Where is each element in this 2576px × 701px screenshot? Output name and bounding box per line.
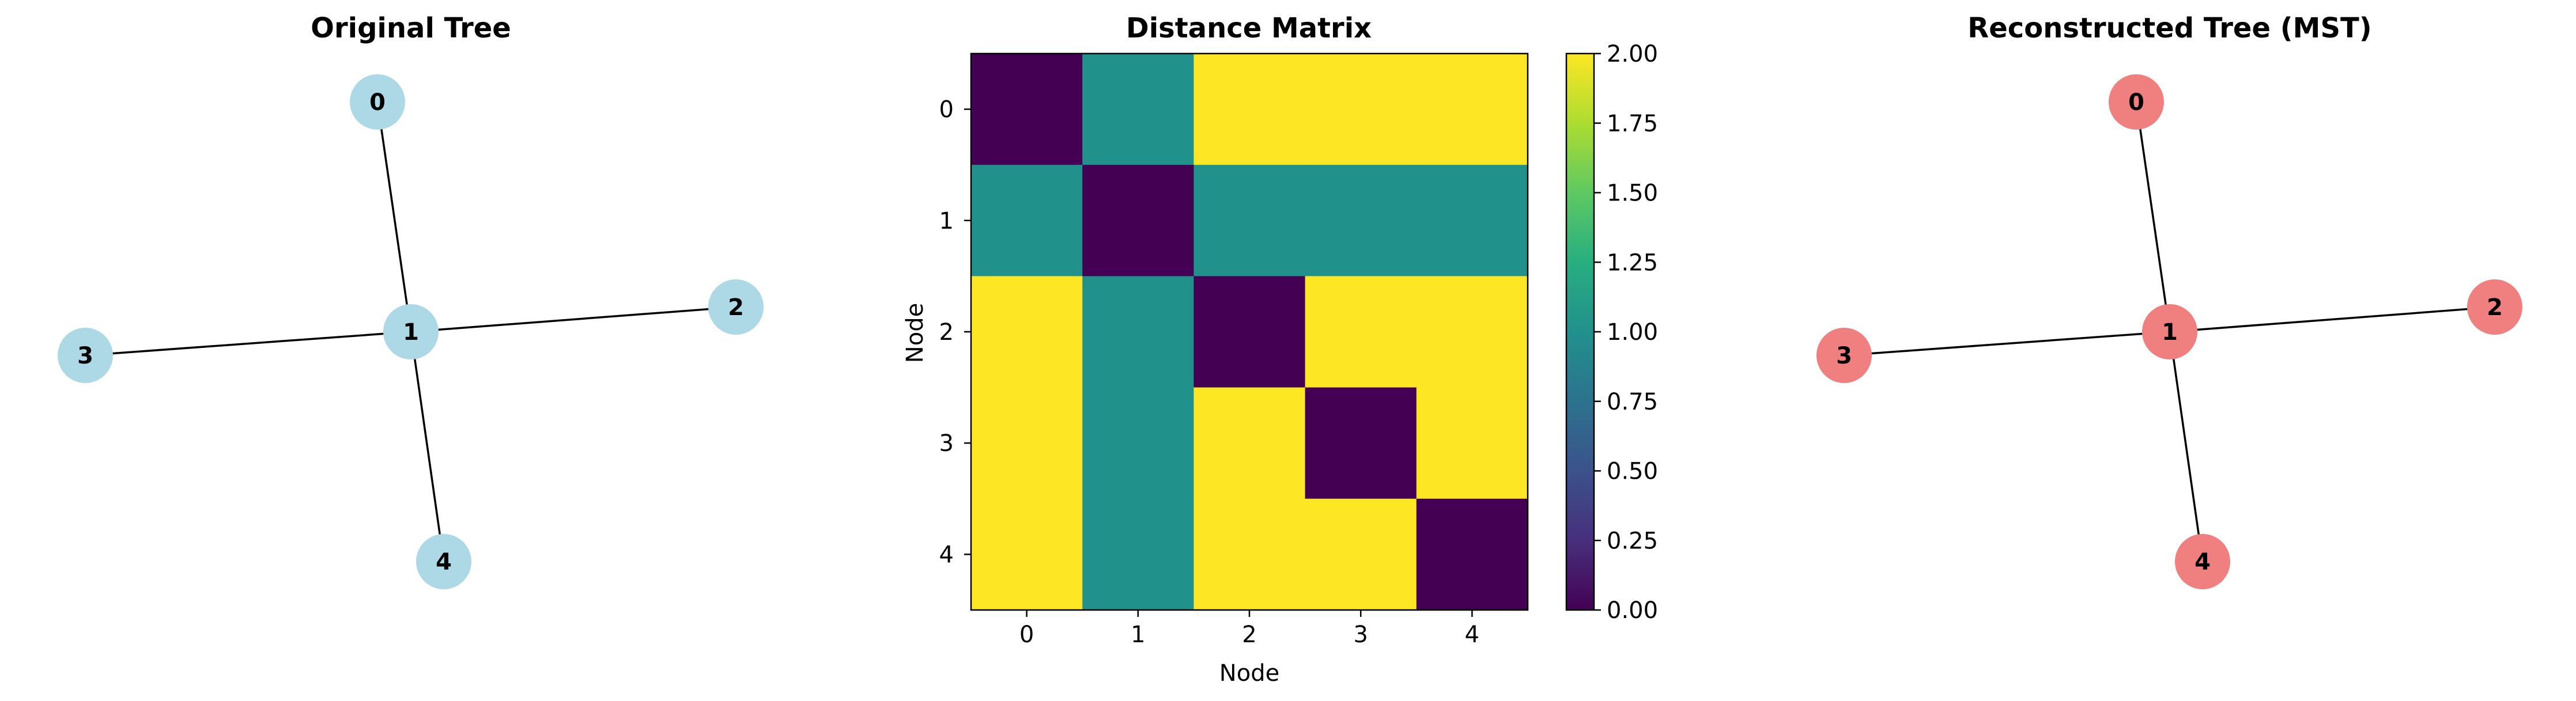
distance-matrix-panel: Distance Matrix 0 1 2 3 4 0 1 2 3 4 Node Node 0.… (902, 12, 1658, 687)
original-node-label-4: 4 (436, 549, 452, 575)
heatmap-x-tick-label-1: 1 (1131, 622, 1145, 648)
original-tree-nodes: 0 1 2 3 4 (58, 74, 764, 589)
original-tree-panel: Original Tree 0 1 2 3 4 (58, 12, 764, 589)
heatmap-cell-1-1 (1082, 165, 1194, 276)
heatmap-cell-0-4 (1416, 54, 1528, 165)
heatmap-x-tick-label-2: 2 (1242, 622, 1256, 648)
reconstructed-node-4 (2175, 534, 2230, 589)
reconstructed-edge-1-3 (1844, 331, 2170, 357)
colorbar-tick-label-4: 1.00 (1607, 319, 1658, 346)
heatmap-x-tick-label-0: 0 (1019, 622, 1034, 648)
colorbar (1566, 54, 1594, 610)
heatmap-cell-1-3 (1305, 165, 1417, 276)
heatmap-cell-2-0 (971, 276, 1083, 388)
reconstructed-edge-0-1 (2135, 101, 2171, 332)
reconstructed-tree-nodes: 0 1 2 3 4 (1816, 74, 2522, 589)
colorbar-tick-label-0: 0.00 (1607, 597, 1658, 624)
colorbar-tick-label-2: 0.50 (1607, 459, 1658, 485)
heatmap-x-ticks: 0 1 2 3 4 (1019, 610, 1479, 648)
heatmap-cell-3-0 (971, 387, 1083, 499)
reconstructed-edge-1-4 (2169, 331, 2204, 562)
heatmap-cell-4-1 (1082, 498, 1194, 611)
original-node-1 (383, 304, 439, 359)
colorbar-tick-label-3: 0.75 (1607, 389, 1658, 415)
original-edge-0-1 (376, 101, 412, 332)
heatmap-cell-3-3 (1305, 387, 1417, 499)
original-edge-1-3 (85, 331, 411, 357)
heatmap-cell-3-1 (1082, 387, 1194, 499)
colorbar-tick-label-7: 1.75 (1607, 111, 1658, 137)
reconstructed-node-label-2: 2 (2487, 294, 2503, 321)
reconstructed-node-label-4: 4 (2194, 549, 2211, 575)
colorbar-tick-label-8: 2.00 (1607, 41, 1658, 67)
reconstructed-node-1 (2142, 304, 2197, 359)
reconstructed-node-label-0: 0 (2128, 89, 2144, 116)
distance-matrix-title: Distance Matrix (1126, 12, 1372, 44)
heatmap-cell-2-2 (1193, 276, 1306, 388)
original-node-label-1: 1 (403, 319, 419, 346)
original-node-label-3: 3 (77, 343, 93, 369)
original-node-label-2: 2 (728, 294, 744, 321)
heatmap-y-tick-label-4: 4 (939, 541, 954, 568)
heatmap-cell-1-2 (1193, 165, 1306, 276)
heatmap-y-tick-label-3: 3 (939, 430, 954, 457)
heatmap-y-ticks: 0 1 2 3 4 (939, 97, 971, 568)
heatmap-cell-0-0 (971, 54, 1083, 165)
heatmap-cell-4-3 (1305, 498, 1417, 611)
original-node-2 (708, 279, 764, 335)
reconstructed-node-label-3: 3 (1836, 343, 1852, 369)
heatmap-cell-4-0 (971, 498, 1083, 611)
heatmap-cell-2-1 (1082, 276, 1194, 388)
reconstructed-node-label-1: 1 (2162, 319, 2178, 346)
reconstructed-node-0 (2109, 74, 2164, 130)
heatmap-x-tick-label-3: 3 (1353, 622, 1368, 648)
original-edge-1-4 (410, 331, 445, 562)
heatmap-cell-1-0 (971, 165, 1083, 276)
heatmap-y-tick-label-0: 0 (939, 97, 954, 123)
reconstructed-tree-panel: Reconstructed Tree (MST) 0 1 2 3 4 (1816, 12, 2522, 589)
original-node-3 (58, 328, 113, 383)
original-tree-edges (85, 101, 736, 562)
heatmap-cell-4-2 (1193, 498, 1306, 611)
heatmap-cell-3-4 (1416, 387, 1528, 499)
reconstructed-node-2 (2467, 279, 2522, 335)
colorbar-tick-label-6: 1.50 (1607, 180, 1658, 207)
colorbar-tick-label-1: 0.25 (1607, 528, 1658, 554)
reconstructed-tree-edges (1844, 101, 2495, 562)
heatmap-y-axis-label: Node (902, 303, 928, 363)
colorbar-ticks: 0.00 0.25 0.50 0.75 1.00 1.25 1.50 1.75 2.00 (1594, 41, 1658, 624)
heatmap-cells (971, 54, 1528, 611)
heatmap-cell-2-4 (1416, 276, 1528, 388)
original-node-4 (416, 534, 471, 589)
heatmap-cell-3-2 (1193, 387, 1306, 499)
original-node-0 (350, 74, 405, 130)
reconstructed-edge-1-2 (2169, 306, 2495, 333)
heatmap-cell-1-4 (1416, 165, 1528, 276)
heatmap-cell-4-4 (1416, 498, 1528, 611)
heatmap-x-axis-label: Node (1219, 660, 1279, 687)
heatmap-cell-0-1 (1082, 54, 1194, 165)
heatmap-y-tick-label-1: 1 (939, 208, 954, 234)
heatmap-cell-0-2 (1193, 54, 1306, 165)
reconstructed-node-3 (1816, 328, 1872, 383)
original-tree-title: Original Tree (311, 12, 511, 44)
heatmap-y-tick-label-2: 2 (939, 319, 954, 346)
original-edge-1-2 (410, 306, 736, 333)
original-node-label-0: 0 (369, 89, 386, 116)
colorbar-tick-label-5: 1.25 (1607, 249, 1658, 276)
heatmap-cell-2-3 (1305, 276, 1417, 388)
reconstructed-tree-title: Reconstructed Tree (MST) (1967, 12, 2371, 44)
heatmap-cell-0-3 (1305, 54, 1417, 165)
heatmap-x-tick-label-4: 4 (1465, 622, 1479, 648)
